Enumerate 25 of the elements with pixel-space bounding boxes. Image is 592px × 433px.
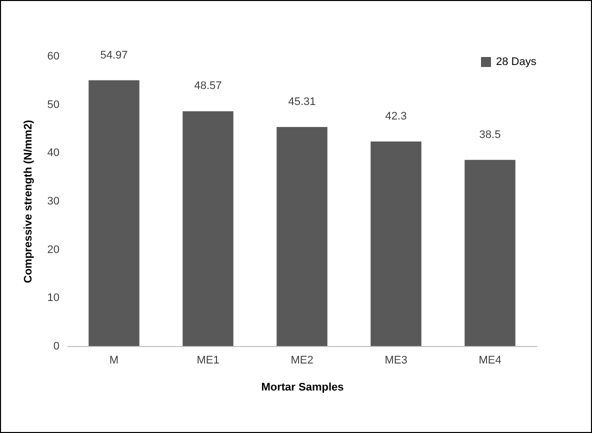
data-label: 45.31: [288, 96, 316, 108]
y-tick-label: 20: [47, 244, 60, 256]
x-axis-title: Mortar Samples: [261, 382, 344, 394]
y-tick-label: 50: [47, 98, 60, 111]
bar: [276, 127, 328, 346]
data-label: 42.3: [385, 110, 407, 123]
x-tick-label: ME1: [196, 354, 220, 366]
data-label: 38.5: [479, 128, 501, 141]
y-tick-label: 10: [47, 292, 60, 304]
x-tick-label: M: [109, 354, 119, 366]
y-tick-label: 60: [47, 50, 60, 62]
y-tick-label: 0: [53, 340, 60, 352]
y-tick-label: 40: [47, 147, 60, 160]
bar: [464, 160, 516, 346]
data-label: 48.57: [194, 80, 222, 92]
bar: [370, 142, 422, 346]
y-axis-title: Compressive strength (N/mm2): [22, 120, 34, 284]
y-tick-label: 30: [47, 196, 60, 208]
x-tick-label: ME2: [290, 354, 314, 366]
bar: [88, 80, 140, 346]
x-tick-label: ME3: [384, 354, 408, 366]
data-label: 54.97: [100, 49, 128, 62]
x-tick-label: ME4: [478, 354, 502, 366]
legend-label: 28 Days: [496, 56, 537, 68]
bar: [182, 111, 234, 346]
